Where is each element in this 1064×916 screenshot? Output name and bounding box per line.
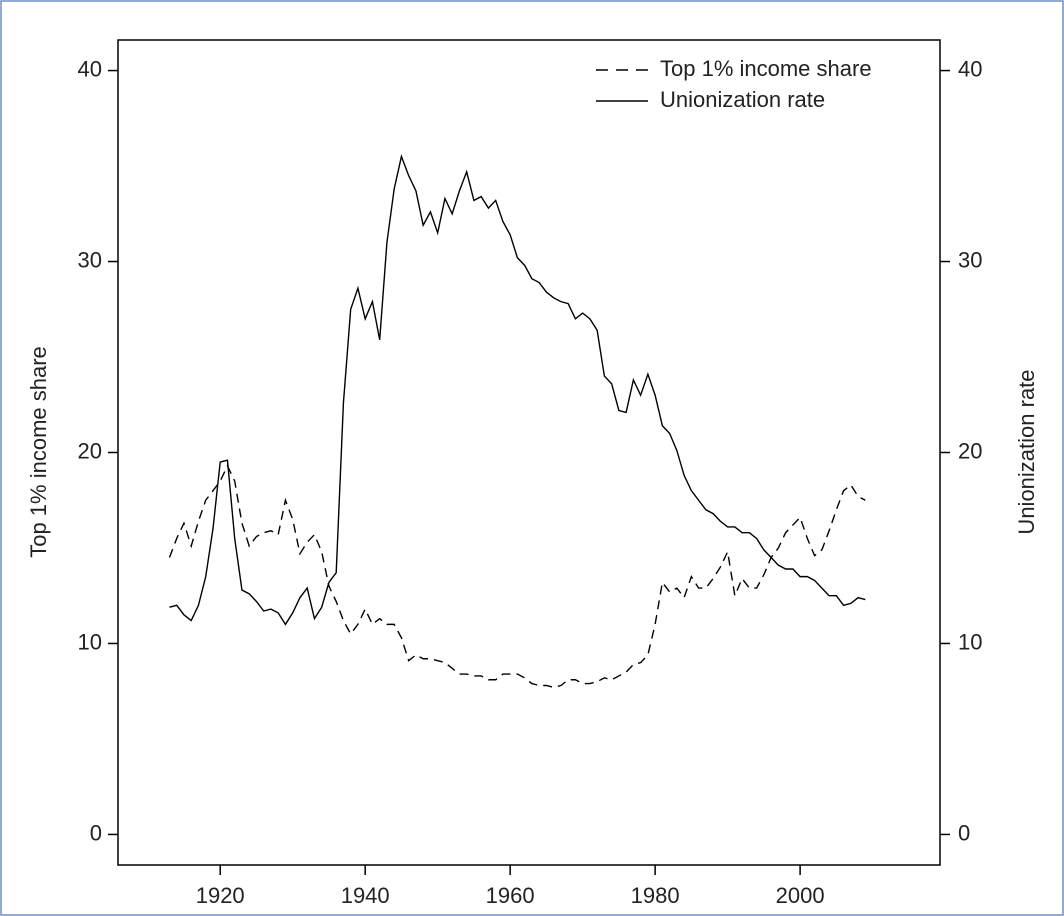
y-tick-label: 20 bbox=[78, 438, 102, 463]
legend-label: Unionization rate bbox=[660, 87, 825, 112]
y-axis-label: Top 1% income share bbox=[26, 346, 51, 558]
y-tick-label: 30 bbox=[78, 247, 102, 272]
y2-axis-label: Unionization rate bbox=[1014, 369, 1039, 534]
line-series bbox=[168, 464, 866, 689]
y-tick-label: 40 bbox=[78, 56, 102, 81]
legend-label: Top 1% income share bbox=[660, 56, 872, 81]
x-tick-label: 1920 bbox=[196, 883, 245, 908]
y2-tick-label: 30 bbox=[958, 247, 982, 272]
y-tick-label: 0 bbox=[90, 820, 102, 845]
x-tick-label: 1960 bbox=[486, 883, 535, 908]
y2-tick-label: 40 bbox=[958, 56, 982, 81]
x-tick-label: 1980 bbox=[631, 883, 680, 908]
x-tick-label: 1940 bbox=[341, 883, 390, 908]
y2-tick-label: 0 bbox=[958, 820, 970, 845]
line-series bbox=[169, 154, 866, 626]
y-tick-label: 10 bbox=[78, 629, 102, 654]
x-tick-label: 2000 bbox=[776, 883, 825, 908]
y2-tick-label: 10 bbox=[958, 629, 982, 654]
y2-tick-label: 20 bbox=[958, 438, 982, 463]
plot-area bbox=[117, 39, 941, 866]
